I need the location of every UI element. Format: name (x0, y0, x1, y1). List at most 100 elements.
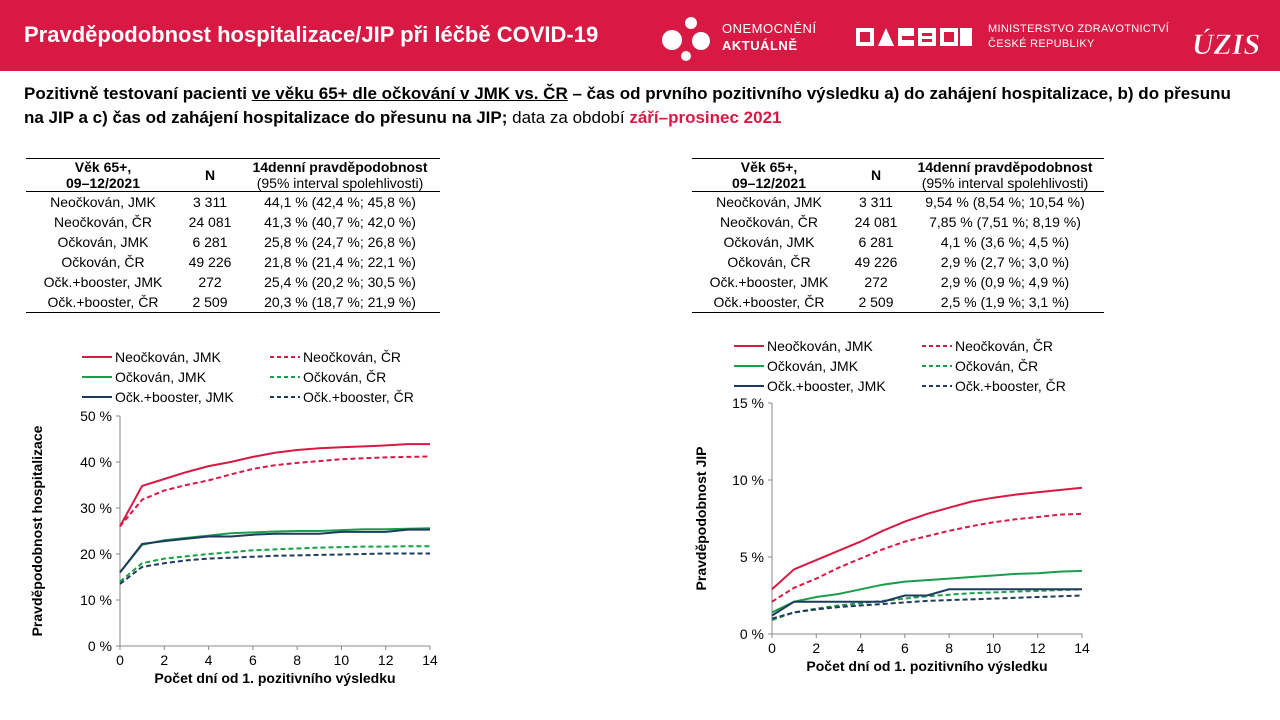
legend-item: Očk.+booster, JMK (734, 378, 886, 394)
header-prob: 14denní pravděpodobnost (95% interval spo… (240, 158, 440, 192)
x-tick-label: 0 (116, 652, 124, 668)
legend-label: Očk.+booster, JMK (767, 378, 886, 394)
table-row: Očk.+booster, JMK 272 25,4 % (20,2 %; 30,5… (26, 272, 440, 292)
icu-chart: Neočkován, JMK Neočkován, ČR Očkován, JMK O… (680, 330, 1100, 715)
x-tick-label: 6 (901, 640, 909, 656)
brand-text: ONEMOCNĚNÍ AKTUÁLNĚ (722, 20, 817, 54)
legend-item: Očk.+booster, ČR (270, 389, 414, 405)
cell-prob: 2,9 % (2,7 %; 3,0 %) (940, 254, 1070, 270)
series-line-4 (119, 528, 430, 574)
x-tick-label: 2 (160, 652, 168, 668)
hospitalization-table-body: Neočkován, JMK 3 311 44,1 % (42,4 %; 45,8 … (26, 192, 440, 313)
x-tick-label: 10 (986, 640, 1002, 656)
table-row: Očkován, ČR 49 226 2,9 % (2,7 %; 3,0 %) (692, 252, 1104, 272)
cell-group: Neočkován, JMK (50, 194, 156, 210)
cell-prob: 44,1 % (42,4 %; 45,8 %) (264, 194, 416, 210)
page-title: Pravděpodobnost hospitalizace/JIP při lé… (24, 22, 599, 47)
cell-prob: 25,8 % (24,7 %; 26,8 %) (264, 234, 416, 250)
cell-group: Neočkován, JMK (716, 194, 822, 210)
legend-item: Očkován, JMK (82, 369, 207, 385)
x-tick-label: 8 (945, 640, 953, 656)
table-row: Očk.+booster, ČR 2 509 2,5 % (1,9 %; 3,1 %… (692, 292, 1104, 313)
table-row: Očkován, JMK 6 281 25,8 % (24,7 %; 26,8 %) (26, 232, 440, 252)
table-header-row: Věk 65+, 09–12/2021 N 14denní pravděpodob… (692, 158, 1104, 192)
x-tick-label: 4 (857, 640, 865, 656)
legend-item: Neočkován, JMK (734, 338, 873, 354)
y-tick-label: 0 % (740, 626, 764, 642)
legend-label: Očkován, ČR (955, 358, 1038, 374)
legend-label: Očkován, JMK (767, 358, 859, 374)
series-line-1 (771, 512, 1083, 603)
x-axis-label: Počet dní od 1. pozitivního výsledku (806, 658, 1047, 674)
header-bar: Pravděpodobnost hospitalizace/JIP při lé… (0, 0, 1280, 71)
y-tick-label: 20 % (80, 546, 112, 562)
legend-item: Očk.+booster, ČR (922, 378, 1066, 394)
table-row: Neočkován, JMK 3 311 44,1 % (42,4 %; 45,8 … (26, 192, 440, 213)
cell-prob: 2,9 % (0,9 %; 4,9 %) (940, 274, 1070, 290)
cell-prob: 7,85 % (7,51 %; 8,19 %) (929, 214, 1081, 230)
legend-label: Očk.+booster, ČR (303, 389, 414, 405)
series-line-1 (119, 455, 431, 528)
y-tick-label: 10 % (80, 592, 112, 608)
y-tick-label: 0 % (88, 638, 112, 654)
subtitle-part2: ve věku 65+ dle očkování v JMK vs. ČR (251, 84, 568, 103)
ministry-line1: MINISTERSTVO ZDRAVOTNICTVÍ (988, 23, 1170, 35)
subtitle-period: září–prosinec 2021 (629, 108, 782, 127)
table-row: Neočkován, ČR 24 081 41,3 % (40,7 %; 42,0 … (26, 212, 440, 232)
brand-line2: AKTUÁLNĚ (722, 38, 798, 53)
cell-group: Neočkován, ČR (719, 214, 819, 230)
cell-group: Očkován, JMK (57, 234, 149, 250)
legend-item: Očk.+booster, JMK (82, 389, 234, 405)
cell-prob: 2,5 % (1,9 %; 3,1 %) (906, 292, 1104, 313)
cell-n: 49 226 (188, 254, 232, 270)
legend-label: Očkován, ČR (303, 369, 386, 385)
series-line-0 (771, 486, 1083, 591)
legend-label: Neočkován, ČR (303, 349, 401, 365)
legend-label: Očkován, JMK (115, 369, 207, 385)
cell-n: 24 081 (854, 214, 898, 230)
cell-n: 3 311 (193, 194, 227, 210)
y-tick-label: 5 % (740, 549, 764, 565)
cell-n: 272 (198, 274, 222, 290)
uzis-logo-text: ÚZIS (1192, 28, 1260, 61)
cell-prob: 21,8 % (21,4 %; 22,1 %) (264, 254, 416, 270)
cell-prob: 25,4 % (20,2 %; 30,5 %) (264, 274, 416, 290)
header-prob: 14denní pravděpodobnost (95% interval spo… (906, 158, 1104, 192)
cell-prob: 41,3 % (40,7 %; 42,0 %) (264, 214, 416, 230)
cell-group: Očkován, ČR (61, 254, 145, 270)
cell-group: Očk.+booster, JMK (43, 274, 163, 290)
subtitle-part3: – čas od prvního pozitivního výsledku a)… (24, 84, 1231, 127)
series-line-5 (771, 594, 1083, 620)
y-tick-label: 10 % (732, 472, 764, 488)
cell-group: Očk.+booster, JMK (709, 274, 829, 290)
legend-label: Neočkován, JMK (115, 349, 221, 365)
legend-item: Neočkován, ČR (270, 349, 401, 365)
y-axis-label: Pravděpodobnost hospitalizace (29, 425, 45, 636)
cell-n: 2 509 (180, 292, 240, 313)
cell-n: 49 226 (854, 254, 898, 270)
legend-item: Očkován, JMK (734, 358, 859, 374)
cell-n: 2 509 (846, 292, 906, 313)
table-row: Očkován, ČR 49 226 21,8 % (21,4 %; 22,1 %) (26, 252, 440, 272)
cell-prob: 20,3 % (18,7 %; 21,9 %) (240, 292, 440, 313)
hospitalization-chart: Neočkován, JMK Neočkován, ČR Očkován, JMK O… (20, 340, 470, 715)
x-tick-label: 2 (812, 640, 820, 656)
legend-label: Neočkován, ČR (955, 338, 1053, 354)
series-line-4 (771, 588, 1082, 617)
x-axis-label: Počet dní od 1. pozitivního výsledku (154, 670, 395, 686)
series-line-5 (119, 552, 430, 585)
y-tick-label: 30 % (80, 500, 112, 516)
cell-group: Očk.+booster, ČR (692, 292, 846, 313)
legend-label: Očk.+booster, ČR (955, 378, 1066, 394)
x-tick-label: 4 (205, 652, 213, 668)
table-header-row: Věk 65+, 09–12/2021 N 14denní pravděpodob… (26, 158, 440, 192)
icu-table-body: Neočkován, JMK 3 311 9,54 % (8,54 %; 10,54… (692, 192, 1104, 313)
x-tick-label: 12 (378, 652, 394, 668)
header-n: N (180, 158, 240, 192)
y-tick-label: 50 % (80, 408, 112, 424)
legend-label: Neočkován, JMK (767, 338, 873, 354)
x-tick-label: 0 (768, 640, 776, 656)
table-row: Neočkován, ČR 24 081 7,85 % (7,51 %; 8,19 … (692, 212, 1104, 232)
ministry-line2: ČESKÉ REPUBLIKY (988, 38, 1095, 50)
x-tick-label: 12 (1030, 640, 1046, 656)
